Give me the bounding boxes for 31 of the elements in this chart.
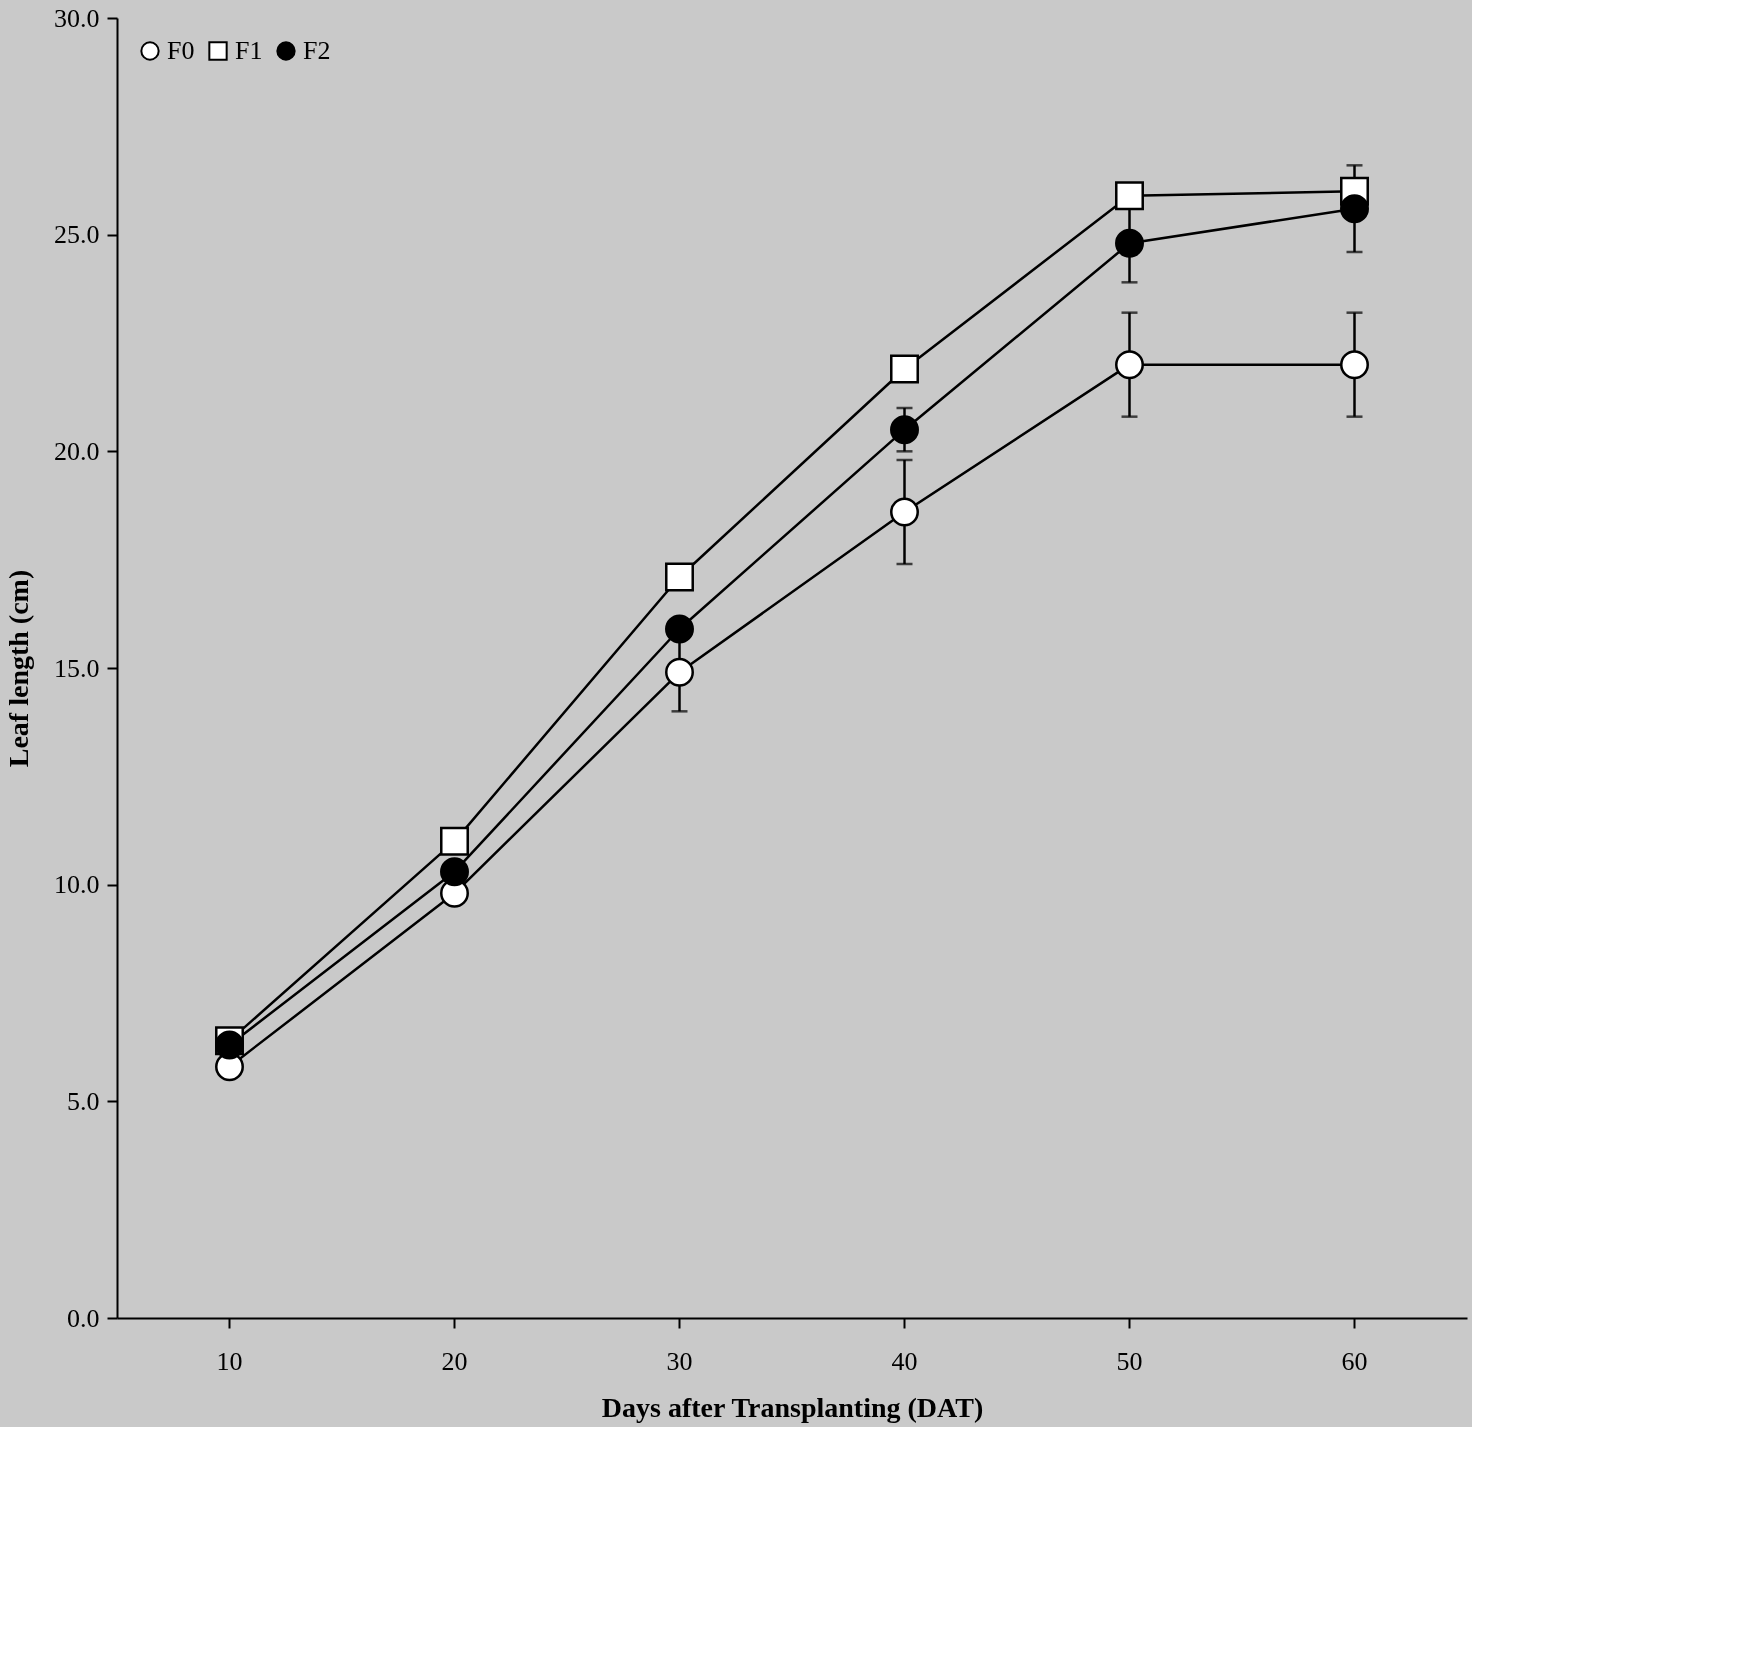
y-tick-label: 0.0 bbox=[67, 1303, 100, 1333]
y-tick-label: 5.0 bbox=[67, 1086, 100, 1116]
point bbox=[440, 857, 469, 887]
point bbox=[890, 354, 919, 384]
y-tick-label: 30.0 bbox=[54, 3, 100, 33]
point bbox=[1115, 228, 1144, 258]
x-tick-label: 60 bbox=[1341, 1346, 1368, 1376]
y-tick-label: 15.0 bbox=[54, 653, 100, 683]
y-axis-title: Leaf length (cm) bbox=[3, 569, 34, 768]
y-tick-label: 25.0 bbox=[54, 220, 100, 250]
point bbox=[1340, 350, 1369, 380]
point bbox=[1115, 181, 1144, 211]
point bbox=[665, 562, 694, 592]
x-tick-label: 10 bbox=[216, 1346, 243, 1376]
legend-label: F1 bbox=[235, 36, 263, 65]
x-tick-label: 50 bbox=[1116, 1346, 1143, 1376]
x-tick-label: 20 bbox=[441, 1346, 468, 1376]
point bbox=[665, 657, 694, 687]
x-tick-label: 30 bbox=[666, 1346, 693, 1376]
point bbox=[890, 415, 919, 445]
point bbox=[1340, 194, 1369, 224]
point bbox=[440, 826, 469, 856]
x-axis-title: Days after Transplanting (DAT) bbox=[601, 1391, 984, 1423]
point bbox=[665, 614, 694, 644]
point bbox=[890, 497, 919, 527]
legend-label: F0 bbox=[167, 36, 195, 65]
y-tick-label: 20.0 bbox=[54, 436, 100, 466]
legend-label: F2 bbox=[303, 36, 331, 65]
y-tick-label: 10.0 bbox=[54, 870, 100, 900]
x-tick-label: 40 bbox=[891, 1346, 918, 1376]
point bbox=[1115, 350, 1144, 380]
